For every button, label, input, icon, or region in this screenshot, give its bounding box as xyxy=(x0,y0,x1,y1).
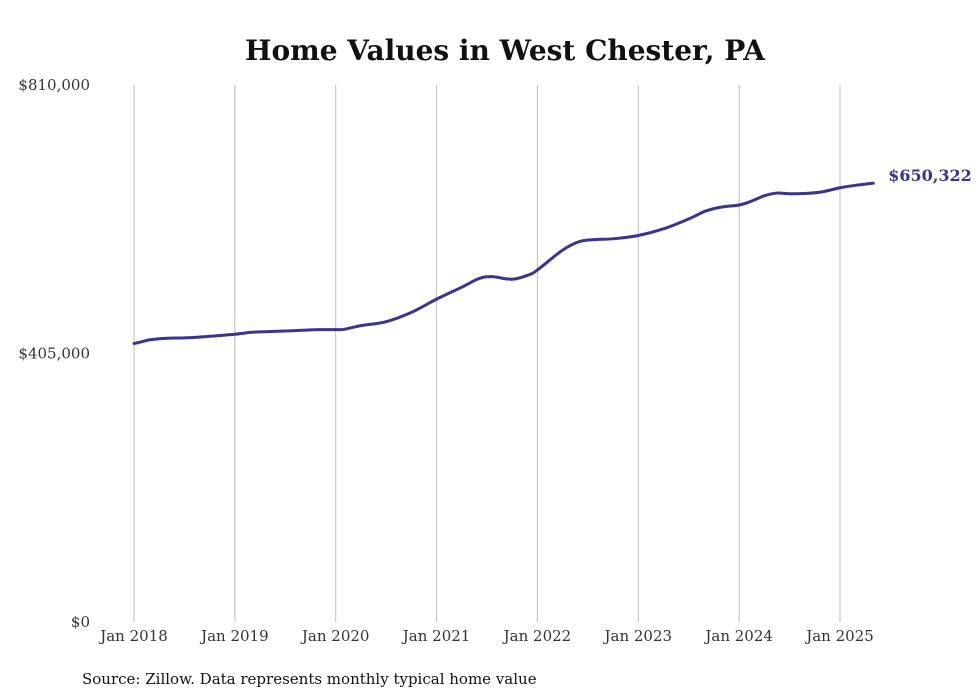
x-tick-label: Jan 2018 xyxy=(98,627,168,645)
x-tick-label: Jan 2020 xyxy=(300,627,370,645)
x-tick-label: Jan 2025 xyxy=(804,627,874,645)
end-value-label: $650,322 xyxy=(888,166,972,185)
chart-title: Home Values in West Chester, PA xyxy=(245,34,766,67)
x-tick-label: Jan 2022 xyxy=(502,627,572,645)
x-tick-label: Jan 2021 xyxy=(401,627,471,645)
x-tick-label: Jan 2024 xyxy=(703,627,773,645)
series-line xyxy=(132,181,875,346)
series-layer: $650,322 xyxy=(132,166,972,346)
gridlines xyxy=(133,85,841,622)
y-tick-label: $405,000 xyxy=(18,345,90,363)
y-axis-tick-labels: $0 $405,000 $810,000 xyxy=(18,76,90,631)
y-tick-label: $810,000 xyxy=(18,76,90,94)
x-tick-label: Jan 2023 xyxy=(603,627,673,645)
x-axis-tick-labels: Jan 2018 Jan 2019 Jan 2020 Jan 2021 Jan 2022… xyxy=(98,627,874,645)
y-tick-label: $0 xyxy=(71,613,90,631)
x-tick-label: Jan 2019 xyxy=(199,627,269,645)
source-note: Source: Zillow. Data represents monthly … xyxy=(82,670,537,688)
